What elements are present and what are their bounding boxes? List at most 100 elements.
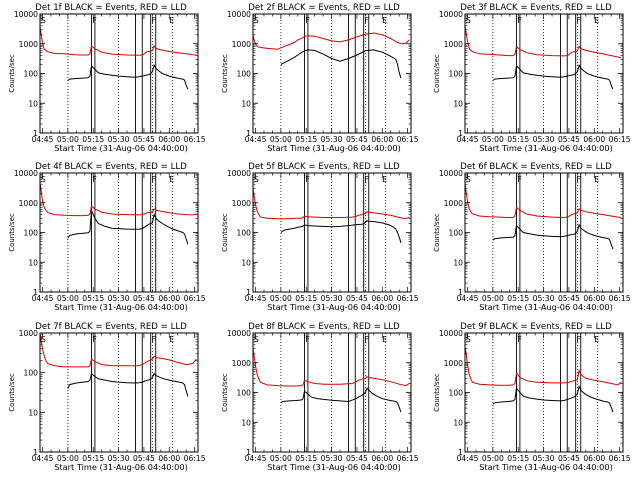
flag-marker-f: F — [517, 16, 522, 25]
x-tick-label: 05:45 — [133, 294, 155, 303]
x-tick-label: 05:15 — [82, 294, 104, 303]
events-series-line — [280, 220, 402, 243]
flag-marker-s: S — [254, 335, 259, 344]
x-tick-label: 04:45 — [245, 454, 267, 463]
flag-marker-e: E — [382, 175, 387, 184]
flag-marker-f: F — [364, 335, 369, 344]
lld-series-line — [252, 188, 410, 220]
x-axis-label: Start Time (31-Aug-06 04:40:00) — [54, 143, 188, 153]
events-series-line — [67, 372, 189, 397]
y-tick-label: 10 — [28, 408, 38, 417]
events-series-line — [492, 384, 614, 413]
x-tick-label: 06:00 — [158, 294, 180, 303]
lld-series-line — [39, 26, 197, 56]
x-tick-label: 05:45 — [558, 454, 580, 463]
panel-title: Det 8f BLACK = Events, RED = LLD — [248, 322, 400, 332]
y-tick-label: 1000 — [232, 199, 251, 208]
events-series-line — [492, 223, 614, 250]
x-tick-label: 04:45 — [32, 454, 54, 463]
lld-series-line — [39, 181, 197, 217]
x-tick-label: 06:15 — [609, 454, 631, 463]
flag-marker-f: F — [305, 335, 310, 344]
y-tick-label: 1 — [33, 129, 38, 138]
panel-det-6: Det 6f BLACK = Events, RED = LLD S F F E 1 10 1… — [433, 162, 631, 312]
x-tick-label: 05:00 — [482, 454, 504, 463]
flag-marker-s: S — [466, 335, 471, 344]
y-tick-label: 1 — [458, 448, 463, 457]
flag-marker-s: S — [41, 16, 46, 25]
x-tick-label: 05:00 — [57, 454, 79, 463]
x-tick-label: 05:00 — [270, 135, 292, 144]
y-tick-label: 10000 — [227, 329, 251, 338]
x-tick-label: 05:30 — [321, 135, 343, 144]
y-tick-label: 100 — [449, 389, 464, 398]
flag-marker-e: E — [169, 175, 174, 184]
y-tick-label: 1 — [246, 448, 251, 457]
y-tick-label: 1 — [458, 288, 463, 297]
y-tick-label: 1 — [458, 129, 463, 138]
x-axis-label: Start Time (31-Aug-06 04:40:00) — [267, 302, 401, 312]
y-tick-label: 100 — [449, 229, 464, 238]
flag-marker-f: F — [576, 335, 581, 344]
y-tick-label: 10 — [28, 99, 38, 108]
x-tick-label: 05:45 — [133, 135, 155, 144]
flag-marker-s: S — [466, 175, 471, 184]
x-tick-label: 04:45 — [457, 454, 479, 463]
x-tick-label: 05:15 — [507, 294, 529, 303]
x-tick-label: 06:00 — [371, 135, 393, 144]
flag-marker-f: F — [151, 175, 156, 184]
y-axis-label: Counts/sec — [433, 213, 441, 252]
lld-series-line — [464, 25, 622, 59]
x-tick-label: 04:45 — [457, 294, 479, 303]
flag-marker-f: F — [576, 175, 581, 184]
flag-marker-e: E — [594, 335, 599, 344]
x-tick-label: 05:15 — [295, 294, 317, 303]
panel-title: Det 9f BLACK = Events, RED = LLD — [460, 322, 612, 332]
x-tick-label: 05:30 — [108, 294, 130, 303]
x-axis-label: Start Time (31-Aug-06 04:40:00) — [479, 143, 613, 153]
x-tick-label: 05:15 — [507, 454, 529, 463]
plot-frame — [252, 172, 412, 293]
y-tick-label: 100 — [449, 70, 464, 79]
x-tick-label: 06:15 — [184, 135, 206, 144]
panel-title: Det 6f BLACK = Events, RED = LLD — [460, 162, 612, 172]
x-tick-label: 06:00 — [371, 294, 393, 303]
x-tick-label: 05:15 — [295, 135, 317, 144]
y-tick-label: 10000 — [227, 169, 251, 178]
y-tick-label: 1000 — [19, 329, 38, 338]
y-tick-label: 100 — [237, 229, 252, 238]
y-tick-label: 1 — [33, 448, 38, 457]
y-tick-label: 100 — [24, 369, 39, 378]
x-tick-label: 05:30 — [108, 135, 130, 144]
panel-det-7: Det 7f BLACK = Events, RED = LLD S F F E 1 10 1… — [8, 322, 206, 472]
x-tick-label: 05:15 — [507, 135, 529, 144]
y-tick-label: 100 — [237, 389, 252, 398]
x-tick-label: 05:45 — [558, 135, 580, 144]
flag-marker-s: S — [254, 16, 259, 25]
lld-series-line — [464, 346, 622, 386]
x-tick-label: 05:45 — [346, 294, 368, 303]
x-tick-label: 06:00 — [158, 454, 180, 463]
x-tick-label: 05:30 — [533, 135, 555, 144]
x-tick-label: 05:30 — [321, 454, 343, 463]
y-tick-label: 1000 — [444, 199, 463, 208]
x-tick-label: 05:00 — [57, 135, 79, 144]
y-tick-label: 10000 — [439, 169, 463, 178]
y-tick-label: 10000 — [439, 10, 463, 19]
panel-det-1: Det 1f BLACK = Events, RED = LLD S F F E 1 10 1… — [8, 3, 206, 153]
y-tick-label: 10 — [241, 258, 251, 267]
y-tick-label: 10 — [453, 99, 463, 108]
x-tick-label: 06:00 — [583, 135, 605, 144]
x-tick-label: 05:00 — [482, 135, 504, 144]
x-tick-label: 05:30 — [321, 294, 343, 303]
x-tick-label: 05:30 — [533, 294, 555, 303]
x-tick-label: 05:00 — [270, 454, 292, 463]
y-tick-label: 1000 — [232, 359, 251, 368]
y-tick-label: 1000 — [444, 359, 463, 368]
panel-title: Det 3f BLACK = Events, RED = LLD — [460, 3, 612, 13]
plot-frame — [464, 172, 624, 293]
flag-marker-f: F — [305, 175, 310, 184]
flag-marker-f: F — [576, 16, 581, 25]
panel-title: Det 2f BLACK = Events, RED = LLD — [248, 3, 400, 13]
